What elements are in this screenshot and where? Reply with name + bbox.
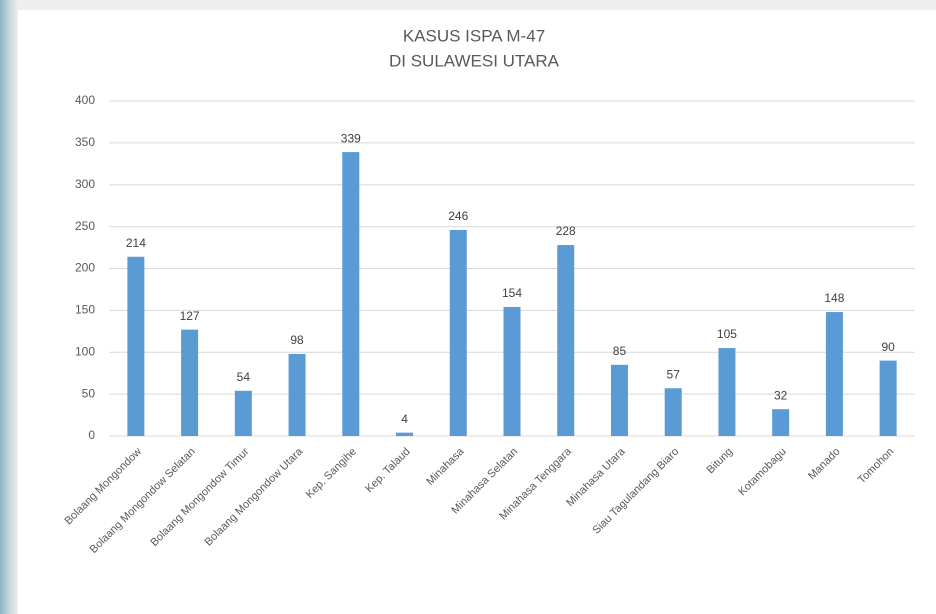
bar	[288, 353, 306, 436]
data-label: 105	[717, 327, 737, 341]
bar	[557, 245, 575, 436]
bar	[234, 390, 252, 436]
y-tick-label: 400	[75, 93, 95, 107]
bar	[181, 329, 199, 436]
bar	[825, 312, 843, 436]
bar	[718, 348, 736, 436]
data-label: 57	[667, 367, 681, 381]
y-tick-label: 0	[88, 428, 95, 442]
data-label: 90	[881, 340, 895, 354]
bar	[396, 432, 414, 436]
bar	[610, 364, 628, 436]
data-label: 127	[180, 309, 200, 323]
y-tick-label: 300	[75, 177, 95, 191]
y-tick-label: 150	[75, 303, 95, 317]
data-label: 148	[824, 291, 844, 305]
bar	[664, 388, 682, 436]
y-tick-label: 100	[75, 344, 95, 358]
chart-title: DI SULAWESI UTARA	[389, 51, 560, 70]
data-label: 228	[556, 224, 576, 238]
y-tick-label: 350	[75, 135, 95, 149]
y-tick-label: 50	[82, 386, 96, 400]
data-label: 339	[341, 131, 361, 145]
data-label: 4	[401, 412, 408, 426]
data-label: 214	[126, 236, 146, 250]
bar	[879, 360, 897, 436]
bar	[449, 229, 467, 436]
data-label: 54	[237, 370, 251, 384]
data-label: 98	[290, 333, 304, 347]
chart-title: KASUS ISPA M-47	[403, 26, 545, 45]
data-label: 85	[613, 344, 627, 358]
bar	[127, 256, 145, 436]
chart-area	[18, 10, 936, 614]
bar	[772, 409, 790, 436]
y-tick-label: 250	[75, 219, 95, 233]
data-label: 246	[448, 209, 468, 223]
data-label: 32	[774, 388, 788, 402]
data-label: 154	[502, 286, 522, 300]
bar	[342, 152, 360, 436]
bar	[503, 307, 521, 436]
y-tick-label: 200	[75, 261, 95, 275]
